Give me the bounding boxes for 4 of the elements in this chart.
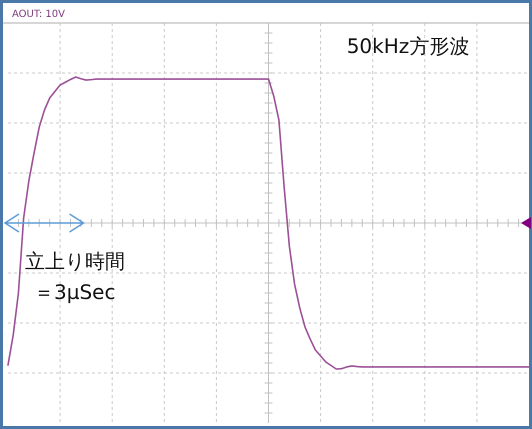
text: AOUT: 10V <box>12 9 66 20</box>
chart-title: 50kHz方形波 <box>346 34 470 58</box>
annotation: ＝3μSec <box>34 280 116 304</box>
annotation: 立上り時間 <box>25 249 125 273</box>
